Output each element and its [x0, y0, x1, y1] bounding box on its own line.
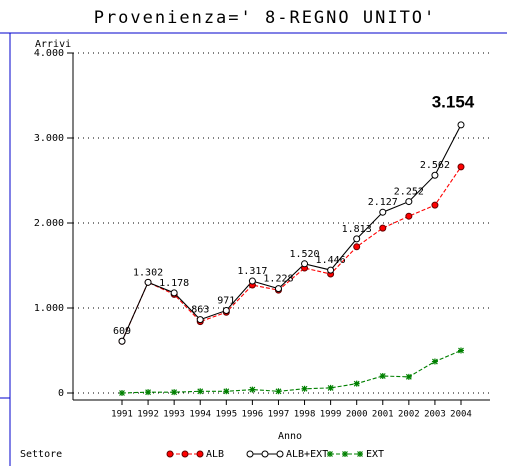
legend-marker: [196, 450, 204, 458]
legend-marker: [246, 450, 254, 458]
point: [118, 337, 126, 345]
x-tick-label: 1996: [242, 410, 264, 420]
x-tick-label: 1998: [294, 410, 316, 420]
legend-marker: [261, 450, 269, 458]
data-label: 609: [113, 326, 131, 337]
y-tick-label: 4.000: [34, 48, 64, 59]
x-tick-label: 1995: [215, 410, 237, 420]
y-tick-label: 3.000: [34, 133, 64, 144]
point: [457, 121, 465, 129]
point: [457, 163, 465, 171]
data-label: 2.562: [420, 160, 450, 171]
point: [171, 389, 178, 396]
point: [197, 388, 204, 395]
point: [405, 198, 413, 206]
point: [379, 208, 387, 216]
point: [119, 390, 125, 396]
data-label: 863: [191, 305, 209, 316]
x-tick-label: 1991: [111, 410, 133, 420]
x-tick-label: 2001: [372, 410, 394, 420]
y-tick-label: 2.000: [34, 218, 64, 229]
point: [274, 285, 282, 293]
y-tick-label: 0: [58, 388, 64, 399]
series-line: [121, 124, 462, 342]
data-label: 3.154: [432, 92, 475, 111]
legend-title: Settore: [20, 449, 62, 460]
data-label: 1.178: [159, 278, 189, 289]
point: [353, 235, 361, 243]
legend-marker: [276, 450, 284, 458]
data-label: 1.317: [237, 266, 267, 277]
data-label: 1.446: [316, 255, 346, 266]
point: [249, 386, 256, 393]
data-label: 2.127: [368, 197, 398, 208]
point: [248, 277, 256, 285]
legend-marker: [342, 451, 348, 457]
x-tick-label: 2003: [424, 410, 446, 420]
point: [301, 385, 308, 392]
point: [458, 347, 464, 354]
y-tick-label: 1.000: [34, 303, 64, 314]
point: [144, 278, 152, 286]
point: [405, 212, 413, 220]
data-label: 1.813: [342, 224, 372, 235]
chart-title: Provenienza=' 8-REGNO UNITO': [94, 8, 437, 28]
data-label: 971: [217, 295, 235, 306]
series-line: [121, 166, 462, 342]
x-tick-label: 2004: [450, 410, 472, 420]
x-tick-label: 1992: [137, 410, 159, 420]
point: [327, 384, 334, 391]
data-label: 2.252: [394, 187, 424, 198]
x-tick-label: 2000: [346, 410, 368, 420]
data-label: 1.302: [133, 267, 163, 278]
legend-marker: [181, 450, 189, 458]
legend-marker: [357, 451, 363, 457]
series-line: [121, 349, 462, 394]
point: [222, 306, 230, 314]
point: [170, 289, 178, 297]
point: [379, 224, 387, 232]
legend-label: ALB+EXT: [286, 449, 328, 460]
legend-label: ALB: [206, 449, 224, 460]
point: [196, 316, 204, 324]
x-tick-label: 1994: [189, 410, 211, 420]
point: [327, 266, 335, 274]
point: [223, 388, 230, 395]
legend-label: EXT: [366, 449, 384, 460]
x-tick-label: 1999: [320, 410, 342, 420]
point: [275, 388, 282, 395]
legend-marker: [327, 451, 333, 457]
point: [301, 260, 309, 268]
point: [431, 358, 438, 365]
point: [353, 243, 361, 251]
point: [379, 373, 386, 379]
data-label: 1.520: [289, 249, 319, 260]
x-tick-label: 1993: [163, 410, 185, 420]
data-label: 1.228: [263, 274, 293, 285]
x-tick-label: 2002: [398, 410, 420, 420]
y-axis-label: Arrivi: [35, 39, 71, 50]
point: [353, 380, 360, 387]
point: [431, 171, 439, 179]
point: [405, 373, 412, 380]
x-tick-label: 1997: [268, 410, 290, 420]
legend-marker: [166, 450, 174, 458]
point: [431, 201, 439, 209]
x-axis-label: Anno: [278, 431, 302, 442]
point: [145, 389, 152, 396]
